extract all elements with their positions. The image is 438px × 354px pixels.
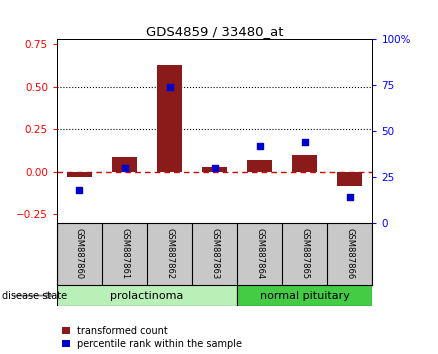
Point: [211, 165, 218, 171]
Point: [346, 194, 353, 200]
Text: disease state: disease state: [2, 291, 67, 301]
Text: GSM887865: GSM887865: [300, 228, 309, 279]
Bar: [292, 155, 317, 172]
Text: GSM887861: GSM887861: [120, 228, 129, 279]
Text: GSM887862: GSM887862: [165, 228, 174, 279]
Title: GDS4859 / 33480_at: GDS4859 / 33480_at: [146, 25, 283, 38]
Text: GSM887866: GSM887866: [345, 228, 354, 279]
Bar: [157, 64, 182, 172]
Text: GSM887864: GSM887864: [255, 228, 264, 279]
Point: [121, 165, 128, 171]
Bar: [237, 285, 372, 306]
Point: [76, 187, 83, 193]
Bar: [247, 160, 272, 172]
Text: normal pituitary: normal pituitary: [260, 291, 350, 301]
Point: [256, 143, 263, 149]
Bar: [57, 285, 237, 306]
Text: GSM887863: GSM887863: [210, 228, 219, 279]
Point: [301, 139, 308, 145]
Legend: transformed count, percentile rank within the sample: transformed count, percentile rank withi…: [62, 326, 242, 349]
Point: [166, 84, 173, 90]
Text: GSM887860: GSM887860: [75, 228, 84, 279]
Bar: [112, 156, 137, 172]
Bar: [67, 172, 92, 177]
Bar: [337, 172, 362, 185]
Bar: [202, 167, 227, 172]
Text: prolactinoma: prolactinoma: [110, 291, 184, 301]
